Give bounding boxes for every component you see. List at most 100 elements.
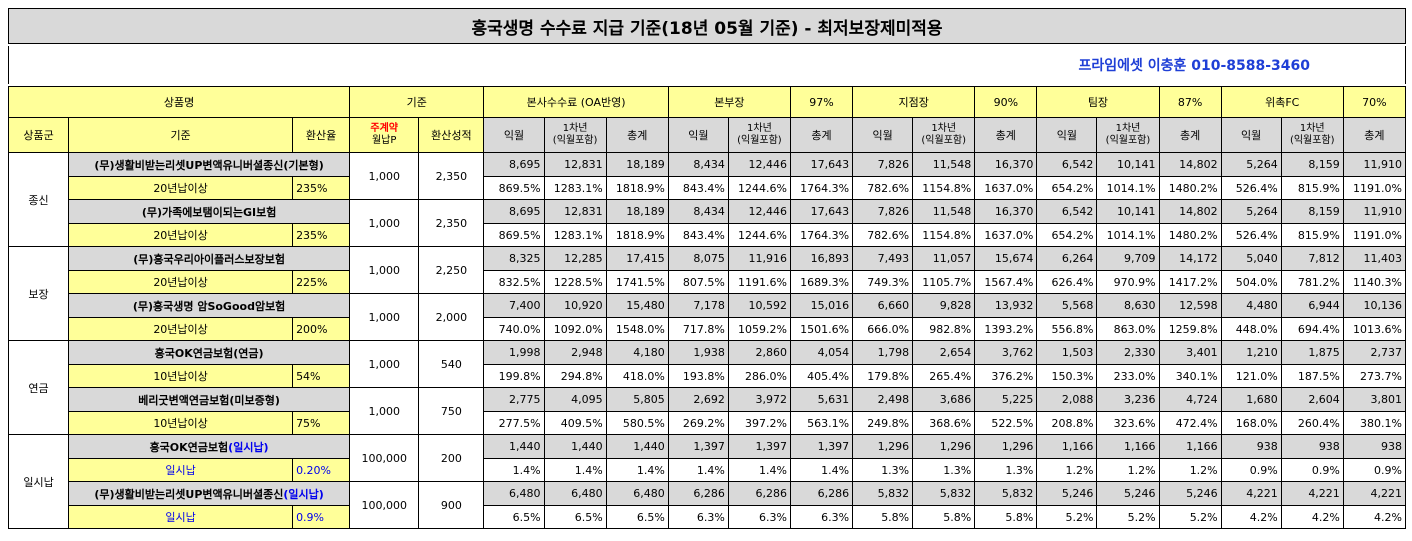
payment-condition: 20년납이상 [68, 223, 294, 247]
commission-rate: 1283.1% [543, 223, 607, 247]
product-name-text: 베리굿변액연금보험(미보증형) [138, 393, 280, 407]
commission-amount: 2,692 [667, 387, 729, 412]
commission-rate: 626.4% [1036, 270, 1098, 294]
conversion-rate: 235% [292, 176, 351, 200]
commission-amount: 8,695 [483, 152, 545, 177]
header-year1-line2: (익월포함) [921, 135, 966, 146]
header-monthly: 주계약 월납P [349, 117, 420, 153]
commission-rate: 1480.2% [1158, 223, 1222, 247]
commission-amount: 12,285 [543, 246, 607, 271]
commission-rate: 1154.8% [912, 176, 976, 200]
commission-amount: 2,088 [1036, 387, 1098, 412]
contact-info: 프라임에셋 이충훈 010-8588-3460 [1078, 58, 1310, 74]
commission-rate: 563.1% [789, 411, 854, 435]
commission-amount: 11,057 [912, 246, 976, 271]
header-basis: 기준 [349, 86, 485, 118]
commission-rate: 970.9% [1096, 270, 1160, 294]
commission-rate: 376.2% [974, 364, 1038, 388]
commission-rate: 5.8% [852, 505, 914, 529]
commission-rate: 1013.6% [1342, 317, 1407, 341]
header-year1-line1: 1차년 [747, 123, 772, 134]
commission-rate: 815.9% [1280, 176, 1344, 200]
header-total: 총계 [1158, 117, 1222, 153]
commission-amount: 5,264 [1220, 152, 1282, 177]
commission-rate: 5.2% [1158, 505, 1222, 529]
monthly-premium: 100,000 [349, 481, 420, 529]
commission-amount: 5,246 [1036, 481, 1098, 506]
commission-amount: 8,075 [667, 246, 729, 271]
commission-rate: 0.9% [1342, 458, 1407, 482]
commission-rate: 782.6% [852, 223, 914, 247]
commission-rate: 1228.5% [543, 270, 607, 294]
group-label: 종신 [7, 152, 70, 247]
commission-amount: 1,296 [912, 434, 976, 459]
table-row: 연금 흥국OK연금보험(연금) 1,000 540 1,998 2,948 4,180 1,9… [7, 340, 1407, 435]
commission-amount: 9,828 [912, 293, 976, 318]
commission-rate: 1092.0% [543, 317, 607, 341]
conversion-rate: 54% [292, 364, 351, 388]
commission-amount: 8,159 [1280, 199, 1344, 224]
commission-rate: 1818.9% [605, 176, 669, 200]
commission-amount: 5,568 [1036, 293, 1098, 318]
commission-amount: 5,832 [974, 481, 1038, 506]
commission-rate: 666.0% [852, 317, 914, 341]
commission-rate: 368.6% [912, 411, 976, 435]
commission-amount: 5,040 [1220, 246, 1282, 271]
commission-amount: 1,166 [1096, 434, 1160, 459]
commission-rate: 168.0% [1220, 411, 1282, 435]
commission-rate: 1105.7% [912, 270, 976, 294]
header-team-mgr: 팀장 [1036, 86, 1160, 118]
commission-amount: 2,860 [727, 340, 791, 365]
product-name: (무)가족에보탬이되는GI보험 [68, 199, 351, 224]
commission-rate: 807.5% [667, 270, 729, 294]
commission-rate: 380.1% [1342, 411, 1407, 435]
commission-rate: 199.8% [483, 364, 545, 388]
commission-rate: 1244.6% [727, 223, 791, 247]
commission-rate: 843.4% [667, 223, 729, 247]
commission-amount: 2,737 [1342, 340, 1407, 365]
commission-rate: 1393.2% [974, 317, 1038, 341]
monthly-premium: 1,000 [349, 152, 420, 200]
commission-amount: 17,643 [789, 152, 854, 177]
header-month: 익월 [1036, 117, 1098, 153]
commission-rate: 869.5% [483, 176, 545, 200]
header-fc-pct: 70% [1342, 86, 1407, 118]
commission-rate: 179.8% [852, 364, 914, 388]
commission-amount: 10,136 [1342, 293, 1407, 318]
commission-amount: 2,604 [1280, 387, 1344, 412]
header-total: 총계 [974, 117, 1038, 153]
commission-amount: 15,016 [789, 293, 854, 318]
commission-rate: 1548.0% [605, 317, 669, 341]
commission-amount: 7,493 [852, 246, 914, 271]
commission-rate: 187.5% [1280, 364, 1344, 388]
header-branch-mgr: 지점장 [852, 86, 976, 118]
commission-rate: 1191.0% [1342, 223, 1407, 247]
conversion-rate: 0.20% [292, 458, 351, 482]
header-year1-line1: 1차년 [1115, 123, 1141, 134]
header-monthly-line2: 월납P [371, 135, 397, 146]
product-name: (무)생활비받는리셋UP변액유니버셜종신(기본형) [68, 152, 351, 177]
commission-rate: 4.2% [1342, 505, 1407, 529]
commission-amount: 3,972 [727, 387, 791, 412]
commission-amount: 1,397 [667, 434, 729, 459]
commission-rate: 0.9% [1280, 458, 1344, 482]
table-row: 20년납이상 235% 869.5% 1283.1% 1818.9% 843.4% 1244… [9, 176, 1407, 200]
commission-amount: 9,709 [1096, 246, 1160, 271]
commission-rate: 5.8% [912, 505, 976, 529]
commission-rate: 782.6% [852, 176, 914, 200]
table-row: (무)생활비받는리셋UP변액유니버셜종신(일시납) 100,000 900 6,480… [9, 481, 1407, 529]
commission-amount: 1,440 [605, 434, 669, 459]
commission-rate: 504.0% [1220, 270, 1282, 294]
commission-amount: 4,480 [1220, 293, 1282, 318]
commission-amount: 4,095 [543, 387, 607, 412]
commission-amount: 7,826 [852, 199, 914, 224]
commission-amount: 3,686 [912, 387, 976, 412]
header-team-pct: 87% [1158, 86, 1222, 118]
commission-amount: 1,296 [974, 434, 1038, 459]
commission-rate: 1818.9% [605, 223, 669, 247]
table-row: 종신 (무)생활비받는리셋UP변액유니버셜종신(기본형) 1,000 2,350 8,6… [7, 152, 1407, 247]
conversion-result: 2,350 [418, 199, 485, 247]
conversion-result: 540 [418, 340, 485, 388]
commission-amount: 11,548 [912, 199, 976, 224]
commission-rate: 1.2% [1096, 458, 1160, 482]
